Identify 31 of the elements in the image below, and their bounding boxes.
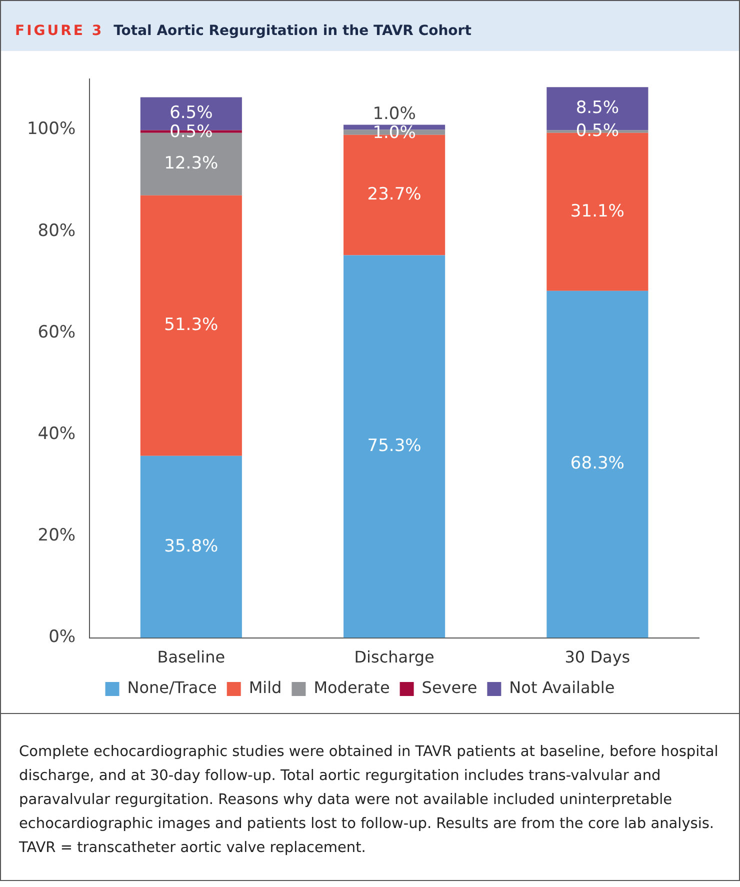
y-tick-label: 0% [48,627,76,648]
bar [546,290,648,638]
data-label: 35.8% [164,536,218,556]
legend-label: Severe [422,678,478,698]
legend-label: Moderate [314,678,390,698]
legend-label: None/Trace [127,678,217,698]
y-tick-label: 100% [26,119,76,140]
data-label: 8.5% [576,98,620,118]
data-label: 68.3% [570,454,624,474]
chart-title: Total Aortic Regurgitation in the TAVR Cohort [114,23,472,39]
data-label: 31.1% [570,201,624,222]
legend-label: Not Available [509,678,615,698]
data-label: 23.7% [367,184,422,204]
chart-subtitle: FIGURE 3 [15,23,104,39]
y-tick-label: 60% [38,322,76,342]
y-tick-label: 20% [38,526,76,546]
data-label: 51.3% [164,315,218,336]
y-tick-label: 40% [38,424,76,444]
x-tick-label: Baseline [157,648,226,667]
y-tick-label: 80% [38,220,76,241]
data-label: 12.3% [164,154,218,174]
x-tick-label: Discharge [354,648,434,667]
data-label: 6.5% [170,103,213,124]
bar [140,456,242,638]
data-label: 1.0% [372,104,416,124]
text: Complete echocardiographic studies were obtained in TAVR patients at baseline, before hospital discharge, and at 30-day follow-up. Total aortic regurgitation includes trans-valvular and paravalvular regurgitation. Reasons why data were not available included uninterpretable echocardiographic images and patients lost to follow-up. Results are from the core lab analysis. TAVR = transcatheter aortic valve replacement. [1,713,739,880]
bar [344,255,446,638]
x-tick-label: 30 Days [564,648,630,667]
data-label: 75.3% [367,436,422,456]
legend-label: Mild [248,678,282,698]
bar [140,195,242,456]
